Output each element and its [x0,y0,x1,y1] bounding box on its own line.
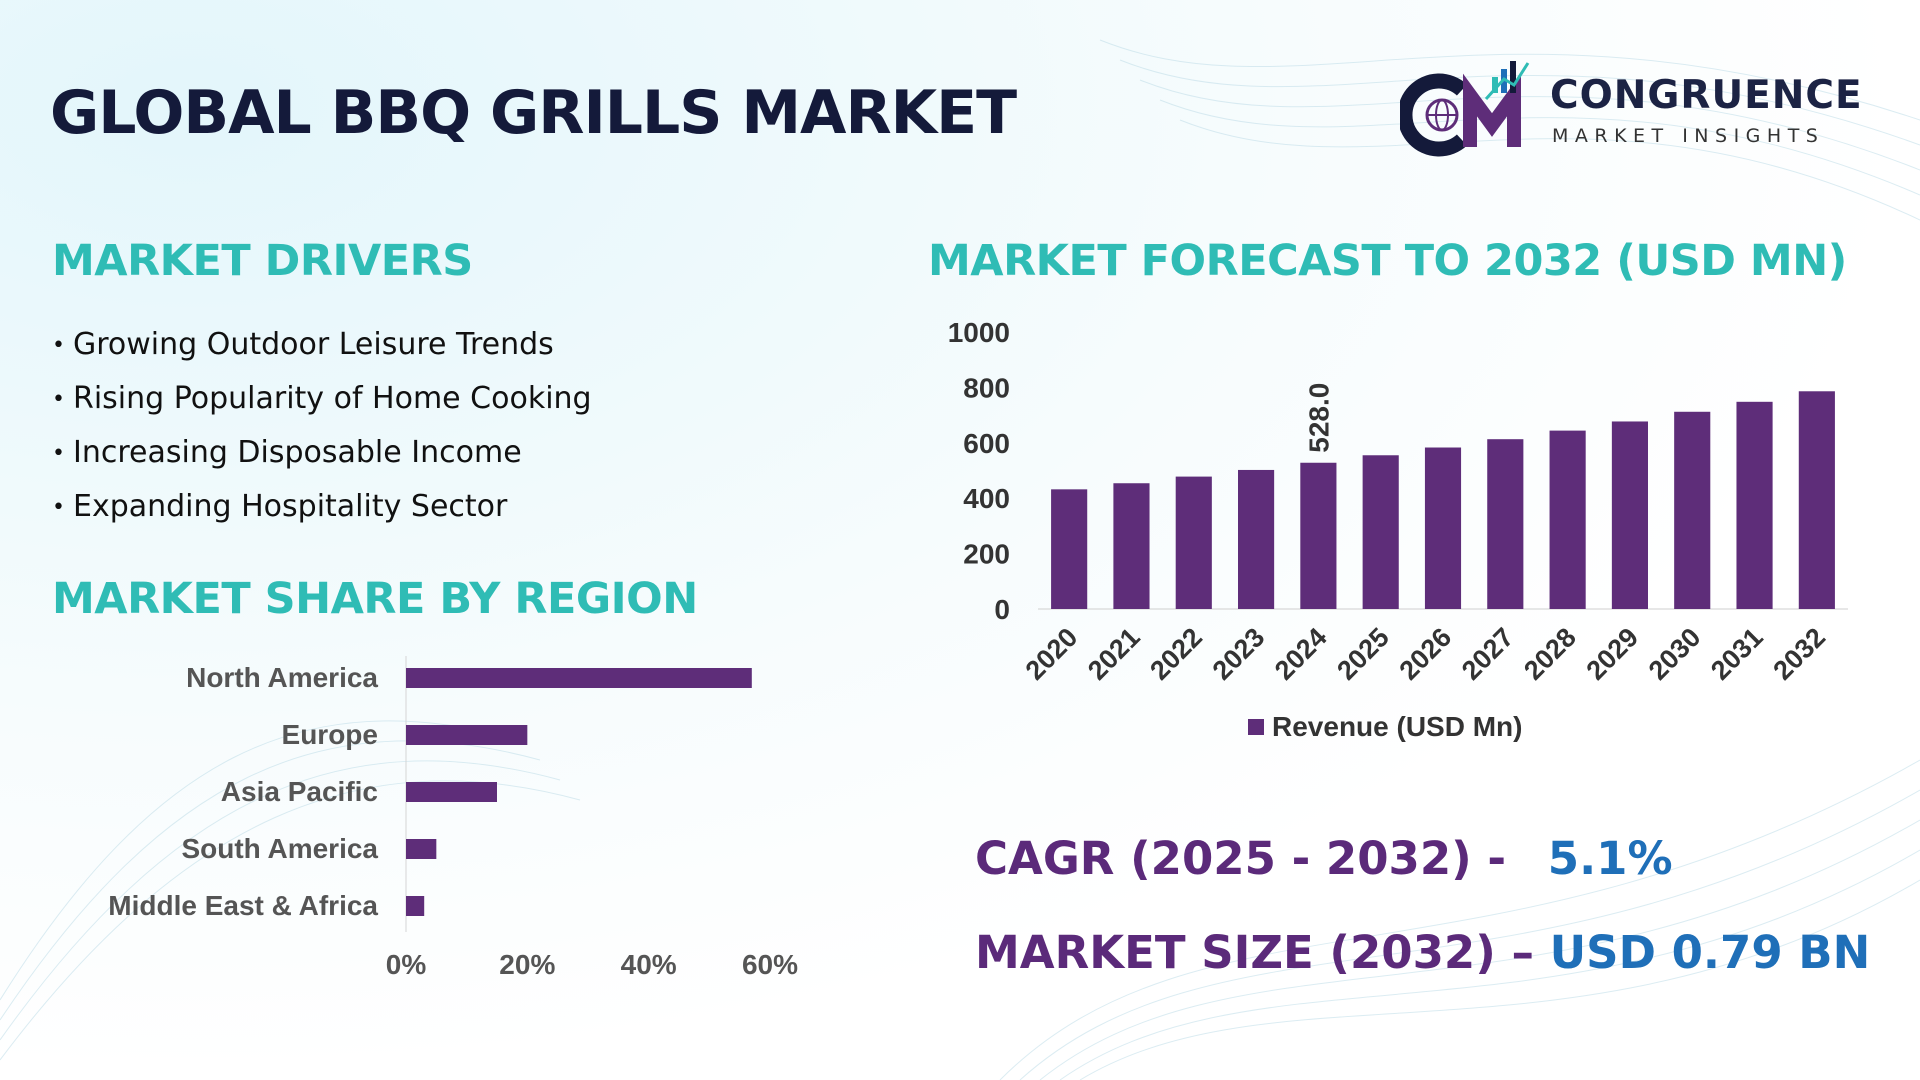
forecast-bar [1736,401,1773,609]
bullet-icon: • [52,494,65,520]
region-bar [406,782,497,802]
driver-item: • Expanding Hospitality Sector [52,484,592,538]
forecast-x-tick-label: 2025 [1331,622,1395,686]
driver-text: Expanding Hospitality Sector [72,489,508,524]
forecast-chart: 0200400600800100020202021202220232024202… [948,317,1848,742]
forecast-y-tick-label: 1000 [948,317,1010,348]
drivers-heading: MARKET DRIVERS [52,236,473,286]
bullet-icon: • [52,332,65,358]
forecast-y-tick-label: 200 [963,539,1010,570]
region-category-label: Europe [282,719,378,750]
region-bar [406,839,437,859]
forecast-x-tick-label: 2027 [1456,622,1520,686]
forecast-bar [1424,447,1462,609]
driver-text: Rising Popularity of Home Cooking [72,381,592,416]
bullet-icon: • [52,386,65,412]
forecast-bar [1238,469,1275,609]
cagr-value: 5.1% [1547,832,1673,885]
forecast-heading: MARKET FORECAST TO 2032 (USD MN) [928,236,1847,286]
forecast-bar [1300,462,1337,609]
drivers-list: • Growing Outdoor Leisure Trends • Rising … [52,322,592,538]
forecast-bar [1113,483,1150,609]
region-bar [406,668,752,688]
region-category-label: North America [186,662,378,693]
legend-swatch [1248,719,1264,735]
region-category-label: Middle East & Africa [108,890,378,921]
market-size-stat: MARKET SIZE (2032) – USD 0.79 BN [975,926,1870,979]
forecast-bar [1611,421,1648,609]
region-x-tick-label: 60% [742,949,798,980]
forecast-x-tick-label: 2028 [1518,622,1582,686]
market-size-value: USD 0.79 BN [1549,926,1871,979]
forecast-bar [1798,391,1835,609]
region-x-tick-label: 40% [621,949,677,980]
forecast-bar [1362,455,1399,609]
region-x-tick-label: 0% [386,949,427,980]
driver-text: Increasing Disposable Income [72,435,522,470]
forecast-x-tick-label: 2030 [1643,622,1707,686]
forecast-x-tick-label: 2020 [1020,622,1084,686]
driver-item: • Increasing Disposable Income [52,430,592,484]
forecast-x-tick-label: 2032 [1767,622,1831,686]
cagr-stat: CAGR (2025 - 2032) - 5.1% [975,832,1673,885]
forecast-bar [1487,439,1524,609]
driver-item: • Rising Popularity of Home Cooking [52,376,592,430]
forecast-x-tick-label: 2023 [1207,622,1271,686]
logo-subtitle: MARKET INSIGHTS [1552,125,1825,147]
region-heading: MARKET SHARE BY REGION [52,574,698,624]
region-bar [406,896,425,916]
forecast-x-tick-label: 2031 [1705,622,1769,686]
region-category-label: Asia Pacific [221,776,378,807]
forecast-y-tick-label: 800 [963,372,1010,403]
region-share-chart: North America Europe Asia Pacific South Ame… [108,656,798,980]
forecast-x-tick-label: 2024 [1269,622,1333,686]
forecast-x-tick-label: 2021 [1082,622,1146,686]
driver-text: Growing Outdoor Leisure Trends [72,327,554,362]
forecast-bar [1175,476,1212,609]
forecast-bar [1549,430,1586,609]
forecast-y-tick-label: 600 [963,428,1010,459]
market-size-label: MARKET SIZE (2032) – [975,926,1534,979]
logo-name: CONGRUENCE [1550,73,1863,118]
page-title: GLOBAL BBQ GRILLS MARKET [50,78,1017,148]
legend-label: Revenue (USD Mn) [1272,711,1522,742]
bullet-icon: • [52,440,65,466]
region-bar [406,725,528,745]
forecast-y-tick-label: 400 [963,483,1010,514]
forecast-x-tick-label: 2026 [1394,622,1458,686]
forecast-x-tick-label: 2029 [1580,622,1644,686]
cagr-label: CAGR (2025 - 2032) - [975,832,1507,885]
logo-mark-icon [1400,61,1530,157]
driver-item: • Growing Outdoor Leisure Trends [52,322,592,376]
forecast-bar [1674,411,1711,609]
brand-logo: CONGRUENCE MARKET INSIGHTS [1400,55,1870,165]
forecast-bar [1051,489,1088,609]
region-category-label: South America [181,833,378,864]
forecast-data-label: 528.0 [1303,383,1334,453]
forecast-y-tick-label: 0 [994,594,1010,625]
region-x-tick-label: 20% [499,949,555,980]
forecast-x-tick-label: 2022 [1144,622,1208,686]
